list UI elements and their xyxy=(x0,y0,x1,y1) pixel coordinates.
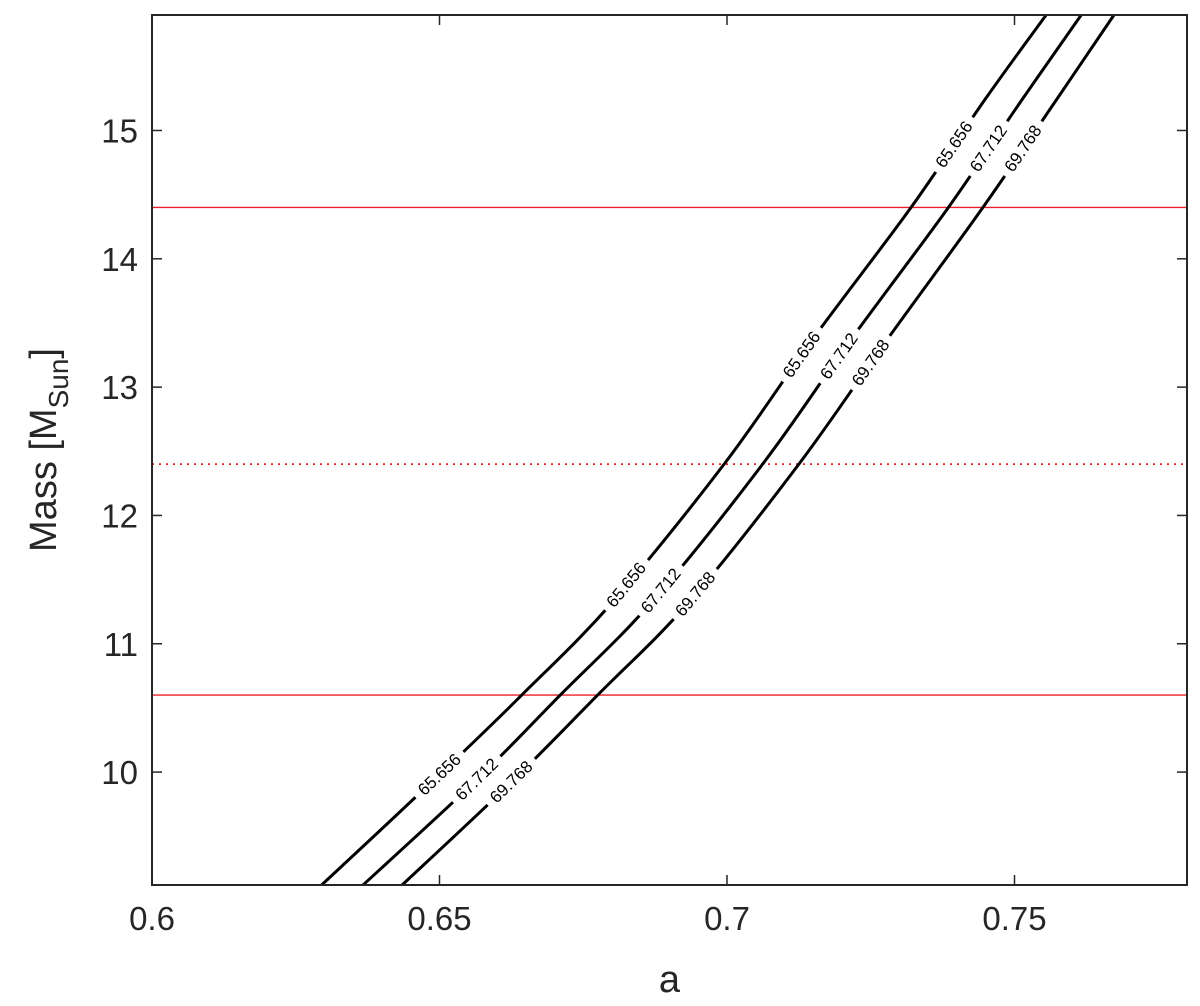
y-tick-label-3: 13 xyxy=(101,369,138,406)
x-axis-ticks: 0.6 0.65 0.7 0.75 xyxy=(129,15,1047,937)
x-tick-label-2: 0.7 xyxy=(704,900,750,937)
y-axis-ticks: 10 11 12 13 14 15 xyxy=(101,112,1187,791)
reference-lines xyxy=(152,206,1187,696)
x-tick-label-0: 0.6 xyxy=(129,900,175,937)
x-tick-label-1: 0.65 xyxy=(407,900,471,937)
x-tick-label-3: 0.75 xyxy=(982,900,1046,937)
plot-frame xyxy=(151,14,1188,886)
contour-labels: 65.65665.65665.65665.65667.71267.71267.7… xyxy=(414,118,1046,807)
y-axis-label-sub: Sun xyxy=(43,359,74,409)
contour-line-0 xyxy=(320,14,1048,887)
contour-curves xyxy=(320,14,1116,887)
y-axis-label-main: Mass [M xyxy=(23,408,65,552)
y-axis-label-close: ] xyxy=(23,348,65,359)
y-tick-label-2: 12 xyxy=(101,497,138,534)
y-tick-label-1: 11 xyxy=(104,626,138,663)
contour-label-2-3: 69.768 xyxy=(1001,122,1046,176)
x-axis-label: a xyxy=(659,959,681,1001)
y-tick-label-5: 15 xyxy=(101,112,138,149)
contour-line-2 xyxy=(401,14,1116,887)
y-tick-label-0: 10 xyxy=(101,754,138,791)
y-axis-label: Mass [MSun] xyxy=(23,348,74,552)
y-tick-label-4: 14 xyxy=(101,241,138,278)
contour-line-1 xyxy=(362,14,1083,887)
